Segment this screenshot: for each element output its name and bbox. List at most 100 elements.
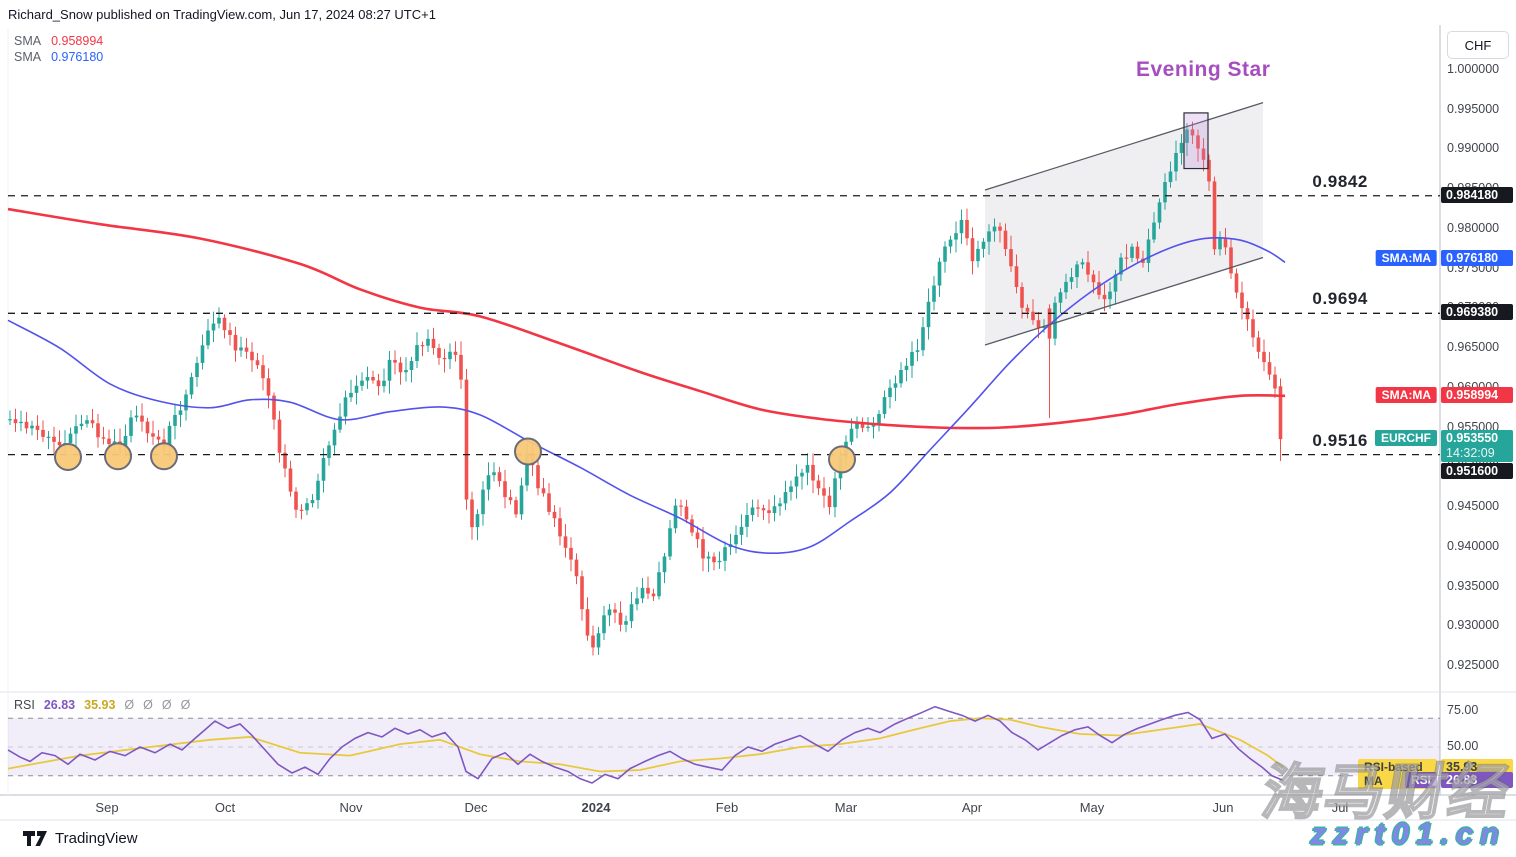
support-touch-circle[interactable] (514, 437, 542, 466)
price-axis-tick[interactable]: 0.965000 (1447, 340, 1500, 355)
rsi-setting-icon[interactable]: Ø (143, 698, 153, 712)
candle-body (250, 351, 254, 361)
price-axis-tick[interactable]: 0.940000 (1447, 538, 1500, 553)
rsi-axis-tick[interactable]: 75.00 (1447, 703, 1479, 717)
price-axis-tick[interactable]: 0.980000 (1447, 220, 1500, 235)
date-axis-month[interactable]: Jun (1212, 800, 1234, 815)
support-touch-circle[interactable] (828, 445, 856, 474)
candle-body (57, 441, 62, 446)
candle-body (195, 362, 199, 378)
candle-body (569, 547, 573, 560)
candle-body (860, 423, 865, 428)
rsi-axis-value-label[interactable]: 26.83 (1441, 772, 1513, 789)
support-touch-circle[interactable] (150, 442, 178, 471)
date-axis-month[interactable]: Sep (95, 800, 119, 815)
candle-body (200, 345, 205, 363)
candle-body (706, 556, 711, 559)
rsi-setting-icon[interactable]: Ø (161, 698, 172, 712)
symbol-axis-tag[interactable]: EURCHF (1375, 430, 1437, 447)
price-axis-tick[interactable]: 0.925000 (1447, 658, 1500, 673)
rsi-setting-icon[interactable]: Ø (124, 698, 135, 712)
price-axis-label[interactable]: 0.958994 (1441, 386, 1513, 403)
price-axis-tick[interactable]: 0.945000 (1447, 499, 1500, 514)
sma-legend-row-1[interactable]: SMA 0.958994 (14, 33, 103, 49)
candle-body (338, 416, 342, 430)
date-axis-month[interactable]: May (1079, 800, 1105, 815)
rsi-axis-tick[interactable]: 50.00 (1447, 739, 1479, 753)
date-axis-month[interactable]: Nov (339, 800, 363, 815)
sma1-value: 0.958994 (51, 34, 104, 48)
evening-star-box[interactable] (1183, 112, 1209, 170)
sma-legend-row-2[interactable]: SMA 0.976180 (14, 49, 103, 65)
price-axis-label[interactable]: 0.969380 (1441, 304, 1513, 321)
candle-body (239, 347, 243, 351)
candle-body (910, 351, 914, 366)
published-byline: Richard_Snow published on TradingView.co… (8, 7, 436, 22)
candle-body (1256, 337, 1261, 352)
support-touch-circle[interactable] (104, 442, 132, 471)
price-axis-tick[interactable]: 0.995000 (1447, 101, 1500, 116)
candle-body (750, 507, 755, 515)
candle-body (1163, 182, 1167, 203)
candle-body (30, 425, 34, 429)
candle-body (591, 635, 595, 648)
candle-body (475, 514, 480, 528)
rsi-line[interactable] (7, 705, 1284, 784)
date-axis-month[interactable]: 2024 (581, 800, 611, 815)
date-axis-month[interactable]: Jul (1331, 800, 1349, 815)
candle-body (1168, 171, 1173, 183)
price-axis-tick[interactable]: 0.990000 (1447, 141, 1500, 156)
candle-body (1229, 247, 1233, 274)
candle-body (635, 598, 639, 605)
currency-toggle-button[interactable]: CHF (1447, 31, 1509, 59)
candle-body (206, 330, 210, 346)
candle-body (668, 528, 672, 557)
candle-body (35, 425, 40, 430)
rsi-axis-tag[interactable]: RSI (1404, 772, 1437, 789)
trend-channel-fill[interactable] (985, 102, 1263, 345)
price-axis-label[interactable]: 0.976180 (1441, 250, 1513, 267)
rsi-axis-value-label[interactable]: 35.93 (1441, 759, 1513, 776)
tradingview-attribution[interactable]: TradingView (22, 830, 138, 847)
candle-body (1020, 286, 1024, 308)
sma-200-line[interactable] (7, 207, 1286, 430)
date-axis-month[interactable]: Apr (961, 800, 983, 815)
candle-body (398, 362, 403, 373)
candle-body (657, 572, 661, 597)
sma-axis-tag[interactable]: SMA:MA (1375, 250, 1437, 267)
candle-body (365, 376, 370, 381)
candle-body (662, 556, 667, 573)
trend-channel-lower-line[interactable] (984, 256, 1264, 346)
price-axis-tick[interactable]: 1.000000 (1447, 62, 1500, 76)
sma-50-line[interactable] (7, 237, 1286, 554)
candle-body (492, 472, 496, 476)
price-axis-tick[interactable]: 0.935000 (1447, 578, 1500, 593)
candle-body (1212, 181, 1217, 250)
price-axis-tick[interactable]: 0.930000 (1447, 618, 1500, 633)
candle-body (849, 428, 854, 442)
date-axis-month[interactable]: Mar (834, 800, 858, 815)
candle-body (277, 419, 282, 453)
sma2-value: 0.976180 (51, 50, 104, 64)
sma-axis-tag[interactable]: SMA:MA (1375, 386, 1437, 403)
date-axis-month[interactable]: Oct (214, 800, 236, 815)
candle-body (899, 369, 903, 384)
price-axis-tick[interactable]: 0.955000 (1447, 419, 1500, 434)
candle-body (1047, 308, 1052, 339)
rsi-legend[interactable]: RSI 26.83 35.93 Ø Ø Ø Ø (14, 698, 208, 712)
rsi-setting-icon[interactable]: Ø (180, 698, 191, 712)
trend-channel-upper-line[interactable] (984, 101, 1264, 191)
price-axis-label[interactable]: 0.951600 (1441, 463, 1513, 479)
evening-star-annotation[interactable]: Evening Star (1136, 58, 1271, 81)
price-axis-label[interactable]: 0.984180 (1441, 186, 1513, 203)
symbol-price-axis-label[interactable]: 0.953550 14:32:09 (1441, 430, 1513, 463)
rsi-ma-line[interactable] (7, 717, 1284, 773)
date-axis-month[interactable]: Dec (464, 800, 488, 815)
support-touch-circle[interactable] (54, 443, 82, 472)
candle-body (41, 429, 45, 437)
candle-body (998, 226, 1002, 231)
candle-body (508, 497, 513, 501)
candle-body (1196, 135, 1200, 149)
date-axis-month[interactable]: Feb (715, 800, 739, 815)
